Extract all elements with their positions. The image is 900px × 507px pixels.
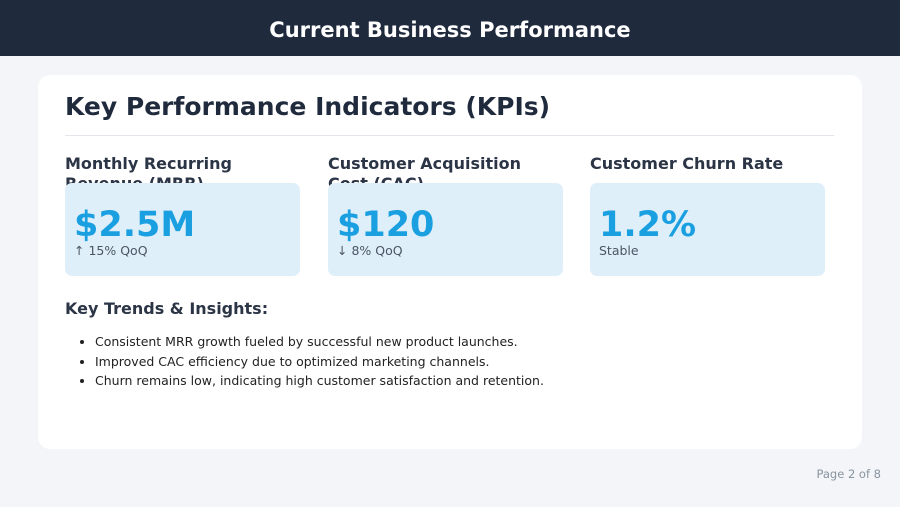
kpi-value: 1.2% <box>599 205 697 245</box>
kpi-box: 1.2% Stable <box>590 183 825 276</box>
kpi-card: Key Performance Indicators (KPIs) Monthl… <box>38 75 862 449</box>
insight-item: Consistent MRR growth fueled by successf… <box>95 332 544 352</box>
kpi-change: ↓ 8% QoQ <box>337 243 403 258</box>
kpi-box: $2.5M ↑ 15% QoQ <box>65 183 300 276</box>
kpi-value: $2.5M <box>74 205 196 245</box>
kpi-box: $120 ↓ 8% QoQ <box>328 183 563 276</box>
section-title: Key Performance Indicators (KPIs) <box>65 92 551 121</box>
kpi-label: Customer Churn Rate <box>590 154 784 173</box>
kpi-change: ↑ 15% QoQ <box>74 243 148 258</box>
insights-list: Consistent MRR growth fueled by successf… <box>65 332 544 391</box>
divider <box>65 135 834 136</box>
page-number: Page 2 of 8 <box>816 467 881 481</box>
insight-item: Churn remains low, indicating high custo… <box>95 371 544 391</box>
header-title: Current Business Performance <box>0 0 900 56</box>
insight-item: Improved CAC efficiency due to optimized… <box>95 352 544 372</box>
insights-title: Key Trends & Insights: <box>65 299 269 318</box>
kpi-value: $120 <box>337 205 435 245</box>
kpi-change: Stable <box>599 243 639 258</box>
